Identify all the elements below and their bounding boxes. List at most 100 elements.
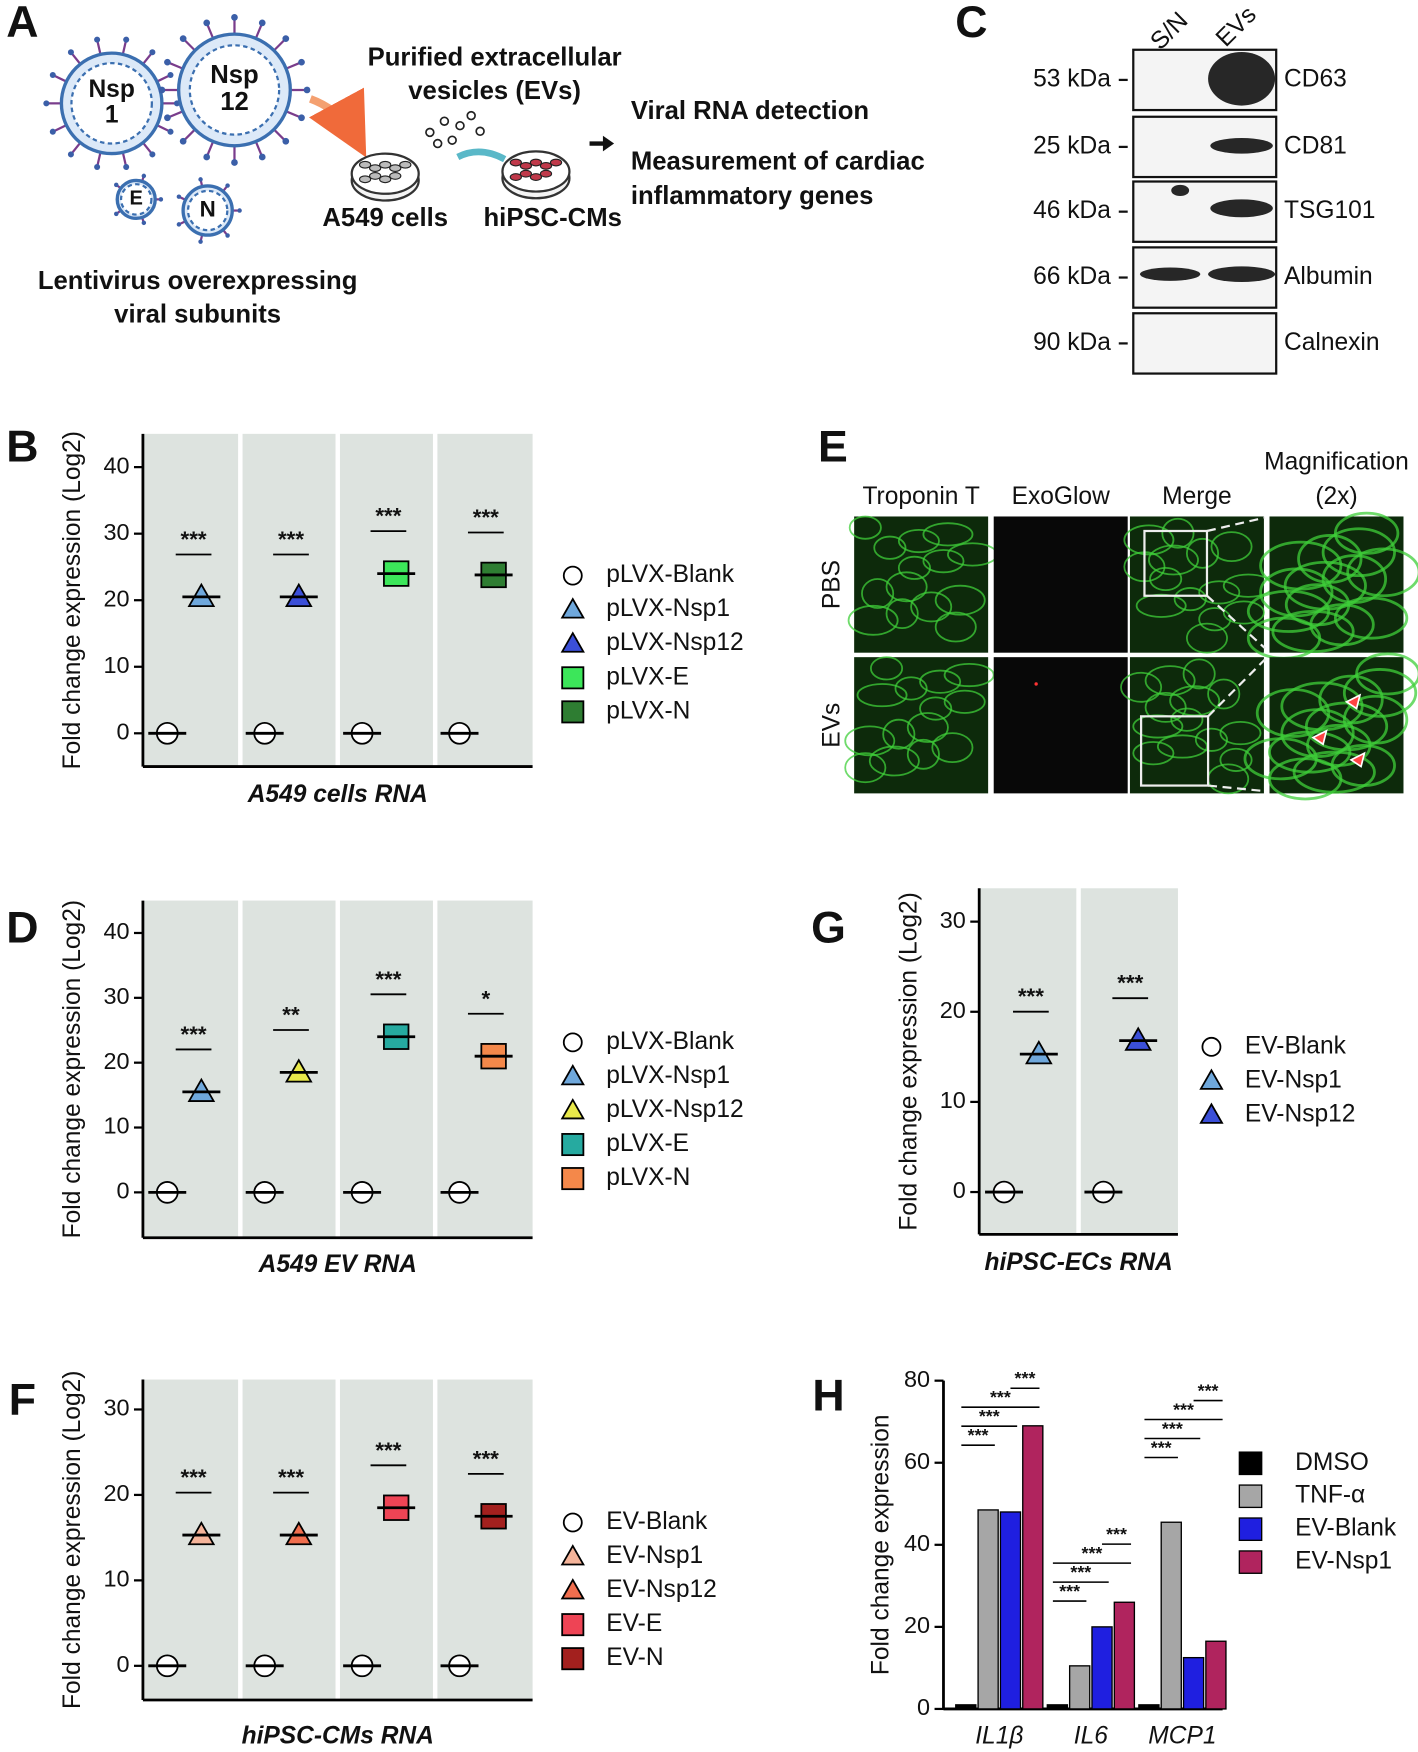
x-tick-label: MCP1 xyxy=(1148,1722,1216,1749)
outcome: Measurement of cardiac xyxy=(631,147,925,175)
virus xyxy=(176,177,242,244)
protein-label: Calnexin xyxy=(1284,329,1380,356)
fiber xyxy=(1198,580,1241,605)
inset-box xyxy=(1143,529,1209,597)
size-label: 53 kDa xyxy=(1033,65,1111,92)
vesicle xyxy=(425,127,435,138)
legend-label: pLVX-N xyxy=(606,1164,690,1191)
spike-tip xyxy=(225,183,230,188)
fiber xyxy=(922,522,974,547)
cell xyxy=(399,160,412,169)
legend-label: pLVX-E xyxy=(606,1130,689,1157)
significance-label: *** xyxy=(278,1465,304,1490)
virus-label: E xyxy=(130,188,143,210)
legend-marker xyxy=(560,597,585,619)
significance-label: *** xyxy=(1082,1543,1103,1563)
inset-guide xyxy=(1206,516,1266,533)
y-tick-label: 30 xyxy=(103,1395,129,1421)
legend-marker xyxy=(562,565,583,586)
blot-band xyxy=(1208,51,1276,106)
spike-tip xyxy=(198,177,203,182)
bar xyxy=(999,1511,1022,1710)
fiber xyxy=(1182,658,1216,690)
y-axis-label: Fold change expression (Log2) xyxy=(59,900,86,1238)
group-band xyxy=(437,433,533,767)
y-tick-label: 30 xyxy=(103,983,129,1009)
spike-tip xyxy=(164,58,171,66)
dish-top xyxy=(501,150,571,193)
data-point xyxy=(284,1058,313,1083)
legend-label: pLVX-Nsp12 xyxy=(606,629,743,656)
spike-tip xyxy=(49,72,56,79)
exoglow-dot xyxy=(1034,682,1038,686)
fiber xyxy=(1304,701,1389,752)
spike-tip xyxy=(49,128,56,135)
legend-label: TNF-α xyxy=(1295,1482,1365,1509)
caption: viral subunits xyxy=(114,300,281,328)
bar xyxy=(1138,1704,1160,1710)
spike-tip xyxy=(94,36,101,43)
data-point xyxy=(284,582,313,607)
legend-label: EV-Blank xyxy=(606,1508,708,1535)
spike-tip xyxy=(179,137,187,145)
bar xyxy=(977,1509,999,1710)
fiber xyxy=(1161,517,1195,549)
spike-tip xyxy=(141,220,147,226)
fiber xyxy=(848,515,882,540)
fiber xyxy=(1144,691,1187,723)
spike-tip xyxy=(158,86,166,94)
significance-label: *** xyxy=(181,1465,207,1490)
fiber xyxy=(1283,560,1367,611)
fiber xyxy=(868,745,920,777)
blot-strip xyxy=(1132,312,1278,375)
micrograph xyxy=(993,516,1128,653)
cell xyxy=(539,161,553,170)
legend-marker xyxy=(1199,1068,1224,1090)
y-tick-label: 10 xyxy=(103,1566,129,1592)
y-tick-label: 60 xyxy=(904,1448,930,1474)
pointer xyxy=(1349,751,1366,768)
spike-tip xyxy=(282,35,290,42)
fiber xyxy=(894,676,928,701)
bar xyxy=(1091,1626,1113,1710)
significance-label: ** xyxy=(282,1002,300,1027)
fiber xyxy=(1198,607,1232,632)
micrograph xyxy=(993,657,1128,794)
spike-tip xyxy=(158,197,164,202)
group-band xyxy=(339,900,433,1238)
virus xyxy=(43,36,180,171)
fiber xyxy=(1280,708,1355,758)
fiber xyxy=(1259,567,1334,618)
legend-marker xyxy=(561,1647,585,1671)
legend-label: EV-Nsp1 xyxy=(1295,1548,1392,1575)
significance-label: *** xyxy=(473,505,499,530)
bar xyxy=(1068,1665,1091,1710)
y-tick-label: 40 xyxy=(103,918,129,944)
data-point xyxy=(284,1520,313,1546)
legend-label: EV-Nsp12 xyxy=(606,1576,717,1603)
fiber xyxy=(1355,652,1418,696)
inset-guide xyxy=(1206,594,1266,650)
fiber xyxy=(1144,665,1196,697)
spike-tip xyxy=(282,137,290,145)
cell xyxy=(358,175,372,184)
fiber xyxy=(1210,531,1253,563)
data-point xyxy=(187,582,216,607)
significance-label: *** xyxy=(1015,1368,1036,1388)
fiber xyxy=(934,584,986,616)
cell xyxy=(519,161,533,170)
cell-label: hiPSC-CMs xyxy=(484,204,622,232)
legend-label: EV-E xyxy=(606,1610,662,1637)
x-axis-label: A549 cells RNA xyxy=(247,781,428,808)
inset-guide xyxy=(1207,784,1266,793)
significance-label: *** xyxy=(1198,1380,1219,1400)
significance-label: *** xyxy=(1162,1418,1183,1438)
dish-top xyxy=(350,152,420,195)
cell xyxy=(529,158,543,167)
bar xyxy=(1205,1640,1227,1710)
group-band xyxy=(142,433,239,767)
data-point xyxy=(187,1077,216,1102)
panel-label: B xyxy=(6,422,38,471)
legend-marker xyxy=(562,1512,583,1533)
